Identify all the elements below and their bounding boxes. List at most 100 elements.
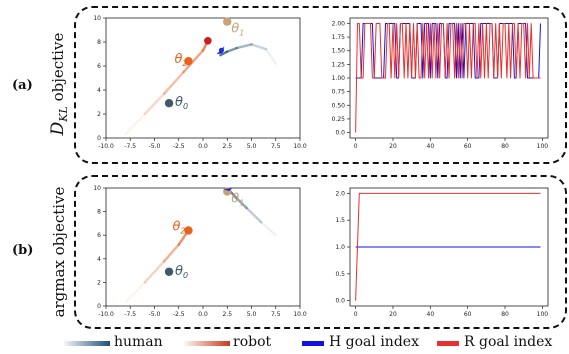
x-tick-label: 60 xyxy=(464,143,472,150)
y-tick-label: 4 xyxy=(97,87,101,94)
x-tick-label: 0 xyxy=(354,311,358,318)
objective-a-sub: KL xyxy=(57,106,70,122)
x-tick-label: -2.5 xyxy=(173,311,185,318)
x-tick-label: -10.0 xyxy=(98,143,114,150)
robot-trajectory xyxy=(124,281,146,304)
x-tick-label: 10.0 xyxy=(293,311,307,318)
y-tick-label: 4 xyxy=(97,256,101,263)
chart-a-goal-index: 0 20 40 60 80 100 0.0 0.25 0.50 0.75 1.00 1.25 1.50 1… xyxy=(332,17,549,150)
panel-a-objective: DKL objective xyxy=(48,33,70,136)
goal-1-marker xyxy=(223,17,232,26)
y-tick-label: 6 xyxy=(97,232,101,239)
y-tick-label: 1.25 xyxy=(332,61,346,68)
chart-a-trajectory: -10.0 -7.5 -5.0 -2.5 0.0 2.5 5.0 7.5 10.0 0 2 4 6 8 10… xyxy=(93,15,307,150)
legend-human-swatch xyxy=(64,341,110,346)
x-tick-label: -2.5 xyxy=(173,143,185,150)
y-tick-label: 0 xyxy=(97,303,101,310)
y-tick-label: 1.0 xyxy=(335,244,345,251)
y-tick-label: 2 xyxy=(97,111,101,118)
human-trajectory xyxy=(250,43,268,51)
goal-0-marker xyxy=(164,99,174,108)
r-goal-series xyxy=(355,192,541,301)
r-goal-series xyxy=(355,23,541,133)
x-tick-label: 100 xyxy=(537,311,549,318)
panel-a-label: (a) xyxy=(12,78,33,93)
x-tick-label: 60 xyxy=(464,311,472,318)
human-trajectory xyxy=(235,197,248,210)
legend-r-goal-swatch xyxy=(437,341,459,346)
human-agent-body xyxy=(218,47,224,53)
x-tick-label: 80 xyxy=(501,143,509,150)
y-tick-label: 0 xyxy=(97,135,101,142)
human-trajectory xyxy=(226,46,239,53)
y-tick-label: 10 xyxy=(93,15,101,22)
y-tick-label: 8 xyxy=(97,209,101,216)
robot-agent-marker xyxy=(204,37,212,45)
goal-2-marker xyxy=(184,57,193,66)
human-trajectory xyxy=(219,50,229,57)
x-tick-label: 2.5 xyxy=(222,143,232,150)
y-tick-label: 0.0 xyxy=(335,130,345,137)
x-tick-label: 0 xyxy=(354,143,358,150)
x-tick-label: 0.0 xyxy=(198,143,208,150)
y-tick-label: 2.0 xyxy=(335,190,345,197)
y-tick-label: 0.0 xyxy=(335,298,345,305)
legend-h-goal-swatch xyxy=(302,341,324,346)
y-tick-label: 0.50 xyxy=(332,102,346,109)
x-tick-label: 20 xyxy=(389,311,397,318)
y-tick-label: 1.5 xyxy=(335,217,345,224)
y-tick-label: 0.25 xyxy=(332,116,346,123)
x-tick-label: 20 xyxy=(389,143,397,150)
objective-a-main: D xyxy=(48,121,68,136)
x-tick-label: 5.0 xyxy=(247,143,257,150)
goal-0-label: θ0 xyxy=(175,264,188,280)
goal-2-label: θ2 xyxy=(174,52,187,68)
objective-a-rest: objective xyxy=(49,32,67,107)
robot-trajectory xyxy=(143,259,166,284)
x-tick-label: -10.0 xyxy=(98,311,114,318)
y-tick-label: 10 xyxy=(93,185,101,192)
y-tick-label: 1.75 xyxy=(332,34,346,41)
human-agent-marker xyxy=(223,188,233,192)
legend-human-label: human xyxy=(114,334,163,350)
y-tick-label: 2.00 xyxy=(332,20,346,27)
human-trajectory xyxy=(235,43,253,50)
goal-0-label: θ0 xyxy=(175,95,188,111)
panel-b-box xyxy=(74,175,567,329)
panel-a-box xyxy=(74,6,567,164)
goal-1-label: θ1 xyxy=(231,192,244,208)
y-tick-label: 6 xyxy=(97,63,101,70)
human-trajectory xyxy=(245,206,263,224)
legend: human robot H goal index R goal index xyxy=(0,330,569,354)
robot-trajectory xyxy=(143,92,166,116)
goal-2-label: θ2 xyxy=(172,219,185,235)
x-tick-label: -7.5 xyxy=(124,311,136,318)
legend-h-goal-label: H goal index xyxy=(329,334,419,350)
x-tick-label: 7.5 xyxy=(271,311,281,318)
x-tick-label: 40 xyxy=(427,143,435,150)
robot-trajectory xyxy=(162,243,180,263)
x-tick-label: 2.5 xyxy=(222,311,232,318)
chart-b-trajectory: -10.0 -7.5 -5.0 -2.5 0.0 2.5 5.0 7.5 10.0 0 2 4 6 8 10… xyxy=(93,185,307,318)
x-tick-label: 100 xyxy=(537,143,549,150)
goal-2-marker xyxy=(184,226,193,235)
x-tick-label: -5.0 xyxy=(149,311,161,318)
plot-frame xyxy=(105,187,301,307)
robot-trajectory xyxy=(124,112,146,136)
human-trajectory xyxy=(259,221,277,237)
x-tick-label: 5.0 xyxy=(247,311,257,318)
x-tick-label: -5.0 xyxy=(149,143,161,150)
chart-b-goal-index: 0 20 40 60 80 100 0.0 0.5 1.0 1.5 2.0 xyxy=(335,187,549,318)
x-tick-label: 7.5 xyxy=(271,143,281,150)
y-tick-label: 2 xyxy=(97,279,101,286)
y-tick-label: 0.75 xyxy=(332,89,346,96)
x-tick-label: 80 xyxy=(501,311,509,318)
y-tick-label: 0.5 xyxy=(335,271,345,278)
x-tick-label: 40 xyxy=(427,311,435,318)
robot-trajectory xyxy=(162,70,185,95)
y-tick-label: 8 xyxy=(97,39,101,46)
goal-0-marker xyxy=(164,267,174,276)
robot-trajectory xyxy=(182,49,205,74)
panel-b-objective: argmax objective xyxy=(50,186,68,318)
x-tick-label: 0.0 xyxy=(198,311,208,318)
